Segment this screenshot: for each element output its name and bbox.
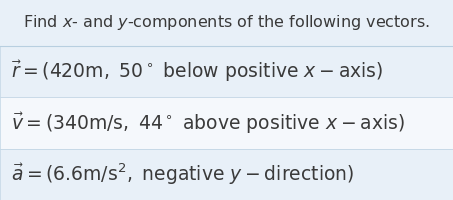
Text: Find $x$- and $y$-components of the following vectors.: Find $x$- and $y$-components of the foll… xyxy=(23,14,430,32)
Bar xyxy=(0,46,453,97)
Text: $\vec{r} = (420\mathrm{m},\ 50^\circ\ \mathrm{below\ positive}\ x - \mathrm{axis: $\vec{r} = (420\mathrm{m},\ 50^\circ\ \m… xyxy=(11,59,384,84)
Text: $\vec{a} = (6.6\mathrm{m/s}^2,\ \mathrm{negative}\ y - \mathrm{direction})$: $\vec{a} = (6.6\mathrm{m/s}^2,\ \mathrm{… xyxy=(11,162,355,187)
Text: $\vec{v} = (340\mathrm{m/s},\ 44^\circ\ \mathrm{above\ positive}\ x - \mathrm{ax: $\vec{v} = (340\mathrm{m/s},\ 44^\circ\ … xyxy=(11,110,405,136)
Bar xyxy=(0,149,453,200)
Bar xyxy=(0,97,453,149)
Bar xyxy=(0,0,453,46)
